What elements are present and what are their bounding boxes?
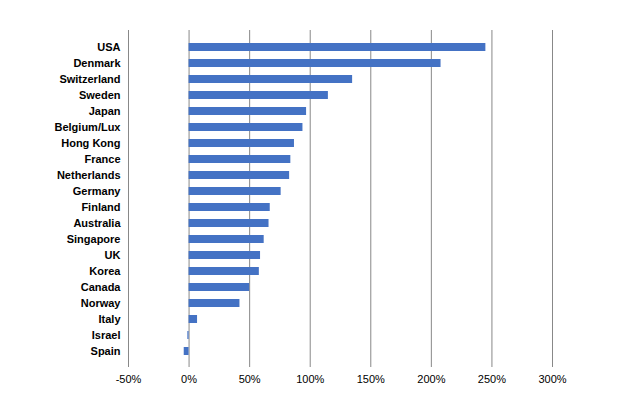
svg-text:UK: UK (105, 249, 121, 261)
svg-text:200%: 200% (417, 373, 445, 385)
svg-text:0%: 0% (181, 373, 197, 385)
svg-text:Netherlands: Netherlands (57, 169, 121, 181)
svg-text:Switzerland: Switzerland (59, 73, 120, 85)
svg-text:-50%: -50% (116, 373, 142, 385)
svg-text:Finland: Finland (81, 201, 120, 213)
svg-text:Canada: Canada (81, 281, 122, 293)
svg-text:France: France (84, 153, 120, 165)
svg-text:Belgium/Lux: Belgium/Lux (54, 121, 121, 133)
svg-text:Norway: Norway (81, 297, 122, 309)
svg-text:150%: 150% (357, 373, 385, 385)
svg-text:Australia: Australia (73, 217, 121, 229)
svg-text:300%: 300% (538, 373, 566, 385)
svg-text:Israel: Israel (92, 329, 121, 341)
svg-text:250%: 250% (478, 373, 506, 385)
svg-text:Italy: Italy (98, 313, 121, 325)
svg-text:Spain: Spain (91, 345, 121, 357)
svg-text:Denmark: Denmark (73, 57, 121, 69)
svg-text:Germany: Germany (73, 185, 122, 197)
svg-text:Hong Kong: Hong Kong (61, 137, 120, 149)
svg-text:Sweden: Sweden (79, 89, 121, 101)
svg-text:Japan: Japan (89, 105, 121, 117)
svg-text:Korea: Korea (89, 265, 121, 277)
svg-text:Singapore: Singapore (67, 233, 121, 245)
svg-text:USA: USA (97, 41, 120, 53)
svg-text:100%: 100% (296, 373, 324, 385)
svg-text:50%: 50% (239, 373, 261, 385)
